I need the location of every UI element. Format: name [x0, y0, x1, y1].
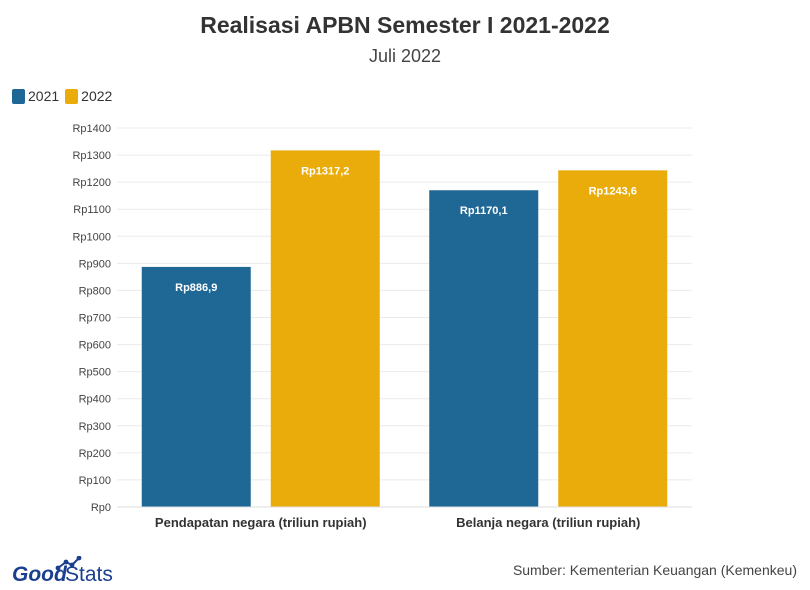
y-tick-label: Rp300 — [79, 421, 111, 433]
y-tick-label: Rp0 — [91, 502, 111, 514]
legend: 2021 2022 — [12, 88, 118, 104]
y-tick-label: Rp100 — [79, 475, 111, 487]
data-label: Rp1170,1 — [460, 205, 508, 217]
svg-text:Stats: Stats — [65, 563, 113, 586]
y-tick-label: Rp900 — [79, 258, 111, 270]
bar — [558, 170, 668, 507]
legend-swatch-2021 — [12, 88, 25, 104]
y-tick-label: Rp800 — [79, 285, 111, 297]
bar — [429, 190, 539, 507]
legend-label-2021: 2021 — [28, 88, 60, 104]
y-tick-label: Rp1400 — [72, 123, 111, 135]
bar — [270, 150, 380, 507]
y-tick-label: Rp500 — [79, 367, 111, 379]
legend-item-2022[interactable]: 2022 — [65, 88, 112, 104]
bar — [141, 266, 251, 507]
data-label: Rp1243,6 — [589, 185, 637, 197]
legend-item-2021[interactable]: 2021 — [12, 88, 59, 104]
data-label: Rp1317,2 — [301, 165, 349, 177]
y-tick-label: Rp600 — [79, 340, 111, 352]
svg-text:Good: Good — [12, 563, 68, 586]
chart-title: Realisasi APBN Semester I 2021-2022 — [200, 12, 610, 38]
y-tick-label: Rp1300 — [72, 150, 111, 162]
y-tick-label: Rp400 — [79, 394, 111, 406]
source-note: Sumber: Kementerian Keuangan (Kemenkeu) — [512, 562, 797, 578]
y-tick-label: Rp700 — [79, 313, 111, 325]
legend-swatch-2022 — [65, 88, 79, 104]
y-tick-label: Rp200 — [79, 448, 111, 460]
chart-subtitle: Juli 2022 — [368, 46, 442, 66]
goodstats-logo: Good Stats — [12, 556, 113, 586]
y-tick-label: Rp1200 — [72, 177, 111, 189]
x-tick-label: Pendapatan negara (triliun rupiah) — [155, 515, 367, 530]
legend-label-2022: 2022 — [81, 88, 113, 104]
x-tick-label: Belanja negara (triliun rupiah) — [456, 515, 640, 530]
y-tick-label: Rp1000 — [72, 231, 111, 243]
data-label: Rp886,9 — [175, 282, 217, 294]
y-tick-label: Rp1100 — [73, 204, 111, 216]
